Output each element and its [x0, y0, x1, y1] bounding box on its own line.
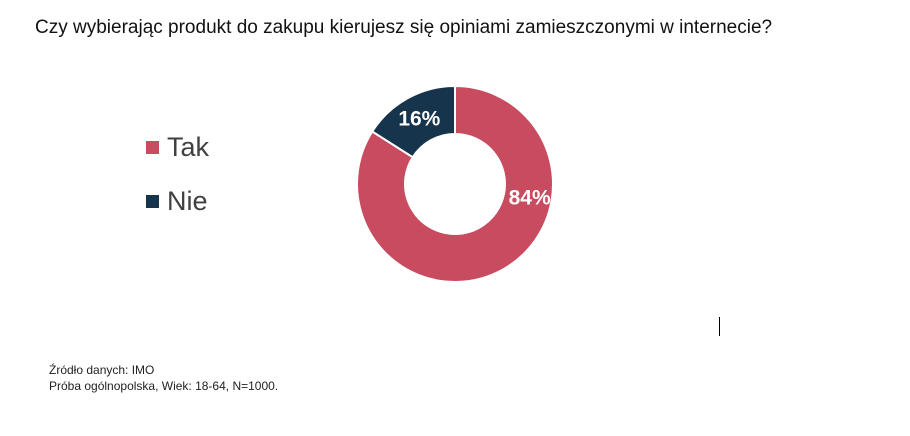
source-note: Źródło danych: IMO Próba ogólnopolska, W… [49, 362, 278, 394]
legend-label-nie: Nie [167, 186, 208, 216]
donut-slice-tak [356, 85, 554, 283]
legend-label-tak: Tak [167, 132, 210, 162]
legend-item-tak: Tak [146, 130, 209, 164]
chart-title: Czy wybierając produkt do zakupu kieruje… [35, 17, 773, 38]
donut-chart: 84% 16% [356, 85, 554, 283]
data-label-nie: 16% [398, 108, 440, 131]
legend-swatch-tak [146, 140, 159, 154]
legend-swatch-nie [146, 194, 159, 208]
donut-slice-nie [370, 85, 456, 159]
text-cursor [719, 317, 720, 336]
source-line-1: Źródło danych: IMO [49, 363, 155, 377]
source-line-2: Próba ogólnopolska, Wiek: 18-64, N=1000. [49, 379, 279, 393]
data-label-tak: 84% [509, 187, 551, 210]
legend-item-nie: Nie [146, 184, 208, 218]
